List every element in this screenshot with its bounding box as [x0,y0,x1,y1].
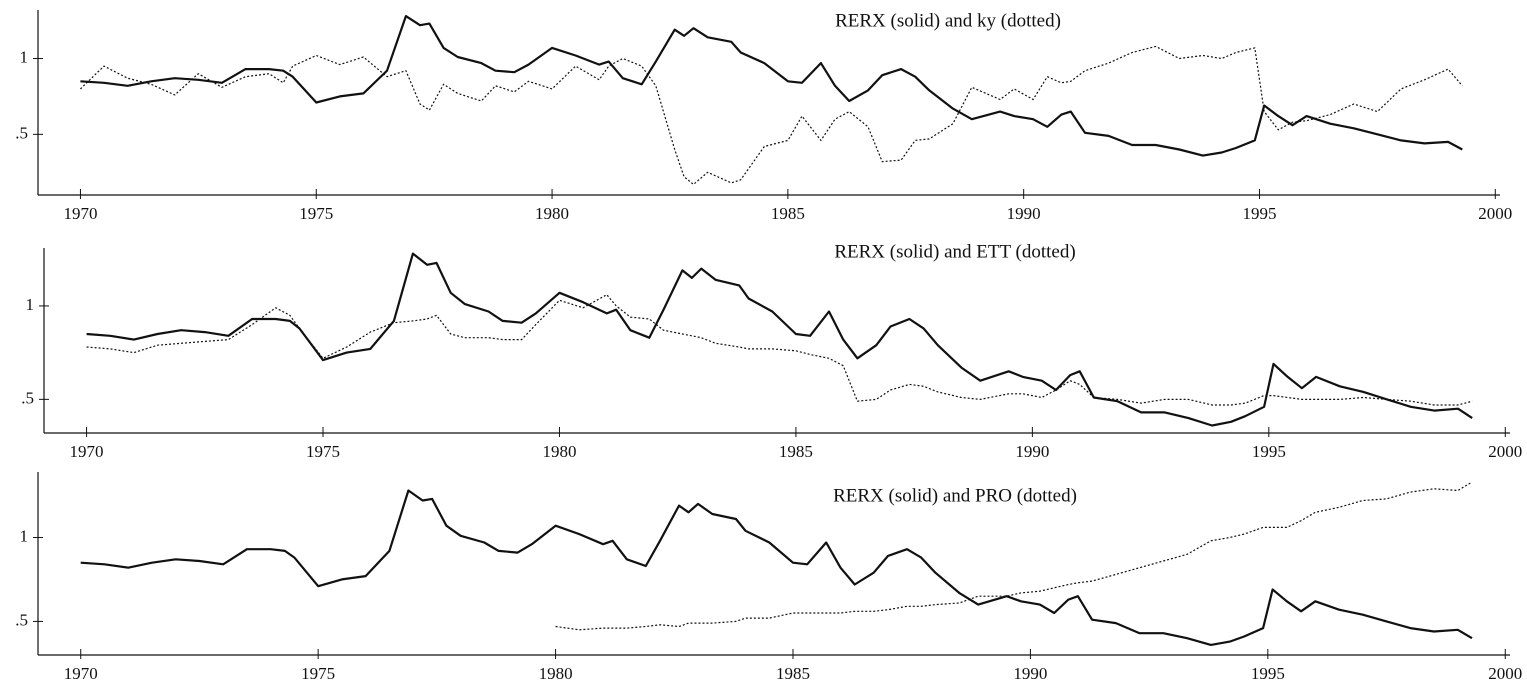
dotted-line [555,481,1473,631]
y-tick-label: .5 [15,610,28,629]
x-tick-label: 2000 [1488,664,1522,683]
chart-title: RERX (solid) and PRO (dotted) [833,485,1077,506]
x-tick-label: 1970 [63,204,97,223]
x-tick-label: 2000 [1488,442,1522,461]
y-tick-label: .5 [21,388,34,407]
x-tick-label: 1970 [70,442,104,461]
x-tick-label: 1975 [306,442,340,461]
y-tick-label: 1 [20,47,29,66]
x-tick-label: 1975 [301,664,335,683]
x-tick-label: 1990 [1015,442,1049,461]
y-tick-label: 1 [20,526,29,545]
x-tick-label: 1985 [771,204,805,223]
chart-title: RERX (solid) and ky (dotted) [835,10,1061,31]
y-tick-label: 1 [26,295,35,314]
x-tick-label: 1990 [1013,664,1047,683]
x-tick-label: 1975 [299,204,333,223]
x-tick-label: 1980 [539,664,573,683]
x-tick-label: 1985 [779,442,813,461]
dotted-line [79,45,1463,185]
solid-line [86,252,1473,427]
chart-title: RERX (solid) and ETT (dotted) [834,241,1075,262]
x-tick-label: 1980 [542,442,576,461]
x-tick-label: 1985 [776,664,810,683]
dotted-line [86,294,1473,406]
y-tick-label: .5 [15,123,28,142]
solid-line [80,489,1473,646]
x-tick-label: 2000 [1478,204,1512,223]
x-tick-label: 1990 [1007,204,1041,223]
x-tick-label: 1995 [1242,204,1276,223]
solid-line [80,15,1463,157]
x-tick-label: 1995 [1252,442,1286,461]
x-tick-label: 1970 [64,664,98,683]
x-tick-label: 1995 [1251,664,1285,683]
x-tick-label: 1980 [535,204,569,223]
